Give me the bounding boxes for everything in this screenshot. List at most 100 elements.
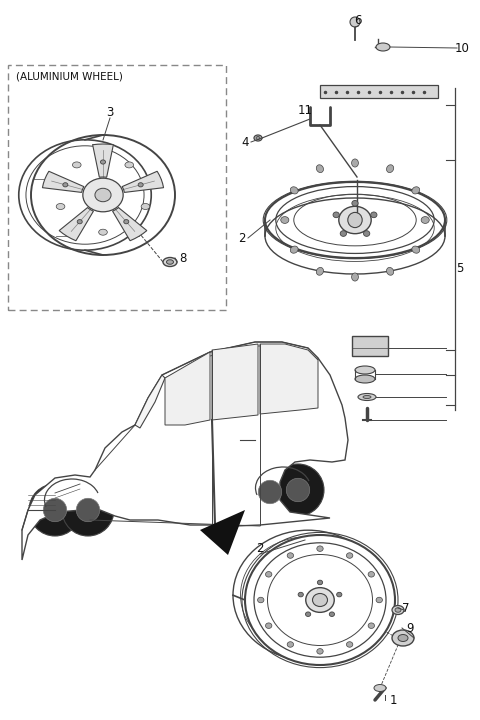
Circle shape [286,478,310,502]
Ellipse shape [317,580,323,585]
Ellipse shape [141,204,150,210]
Ellipse shape [245,535,395,665]
Polygon shape [59,207,94,240]
Ellipse shape [336,593,342,597]
Ellipse shape [99,229,108,235]
Ellipse shape [256,137,260,140]
Text: 10: 10 [455,42,469,55]
Ellipse shape [258,597,264,603]
Ellipse shape [312,593,327,606]
Ellipse shape [100,160,106,164]
Ellipse shape [77,220,82,224]
Ellipse shape [83,179,123,212]
Ellipse shape [329,612,335,616]
Ellipse shape [317,546,323,552]
Text: (ALUMINIUM WHEEL): (ALUMINIUM WHEEL) [16,71,123,81]
Ellipse shape [421,217,429,223]
Circle shape [76,498,100,522]
Ellipse shape [333,212,339,217]
Polygon shape [200,510,245,555]
Circle shape [258,480,282,504]
Ellipse shape [412,186,420,194]
Circle shape [43,498,67,522]
Ellipse shape [265,572,272,577]
Ellipse shape [287,642,294,647]
Polygon shape [260,344,318,414]
Ellipse shape [412,246,420,253]
Ellipse shape [125,162,133,168]
Ellipse shape [298,593,303,597]
Ellipse shape [339,207,371,234]
Ellipse shape [351,273,359,281]
Polygon shape [165,352,210,425]
Polygon shape [42,171,84,192]
Ellipse shape [317,649,323,654]
Ellipse shape [167,260,173,264]
Ellipse shape [374,685,386,691]
Ellipse shape [124,220,129,224]
Text: 2: 2 [256,541,264,554]
Ellipse shape [355,366,375,374]
Ellipse shape [56,204,65,210]
Ellipse shape [355,375,375,383]
Text: 1: 1 [389,693,397,706]
Circle shape [244,466,296,518]
Ellipse shape [72,162,81,168]
Ellipse shape [63,183,68,187]
Ellipse shape [340,230,347,236]
Circle shape [62,484,114,536]
Ellipse shape [358,394,376,400]
Ellipse shape [376,597,383,603]
Ellipse shape [363,395,371,398]
Circle shape [272,464,324,516]
Ellipse shape [368,572,374,577]
Circle shape [350,17,360,27]
Text: 9: 9 [406,621,414,634]
Ellipse shape [398,634,408,642]
Text: 4: 4 [241,135,249,148]
Ellipse shape [138,183,143,187]
Ellipse shape [316,165,324,173]
Ellipse shape [376,43,390,51]
Ellipse shape [363,230,370,236]
Text: 3: 3 [106,106,114,119]
Ellipse shape [351,159,359,167]
Circle shape [29,484,81,536]
Ellipse shape [95,189,111,202]
Polygon shape [112,207,147,240]
FancyBboxPatch shape [352,336,388,356]
Ellipse shape [305,612,311,616]
Ellipse shape [371,212,377,217]
Ellipse shape [368,623,374,629]
Polygon shape [122,171,164,192]
Polygon shape [135,375,165,428]
Ellipse shape [347,642,353,647]
Text: 2: 2 [238,232,246,245]
Ellipse shape [386,267,394,275]
Ellipse shape [352,200,358,206]
Ellipse shape [316,267,324,275]
Polygon shape [212,344,258,420]
Ellipse shape [395,608,401,612]
Ellipse shape [392,606,404,614]
FancyBboxPatch shape [320,85,438,98]
Text: 11: 11 [298,104,312,117]
Ellipse shape [306,588,334,612]
Ellipse shape [348,212,362,228]
Ellipse shape [265,623,272,629]
Text: 7: 7 [402,601,410,614]
Text: 6: 6 [354,14,362,27]
Ellipse shape [287,553,294,558]
Text: 8: 8 [180,251,187,264]
Polygon shape [93,144,113,177]
Ellipse shape [281,217,289,223]
Ellipse shape [290,186,298,194]
Text: 5: 5 [456,261,464,274]
Polygon shape [22,342,348,560]
Ellipse shape [386,165,394,173]
Ellipse shape [163,258,177,266]
Ellipse shape [290,246,298,253]
Ellipse shape [347,553,353,558]
Ellipse shape [254,135,262,141]
Ellipse shape [392,630,414,646]
